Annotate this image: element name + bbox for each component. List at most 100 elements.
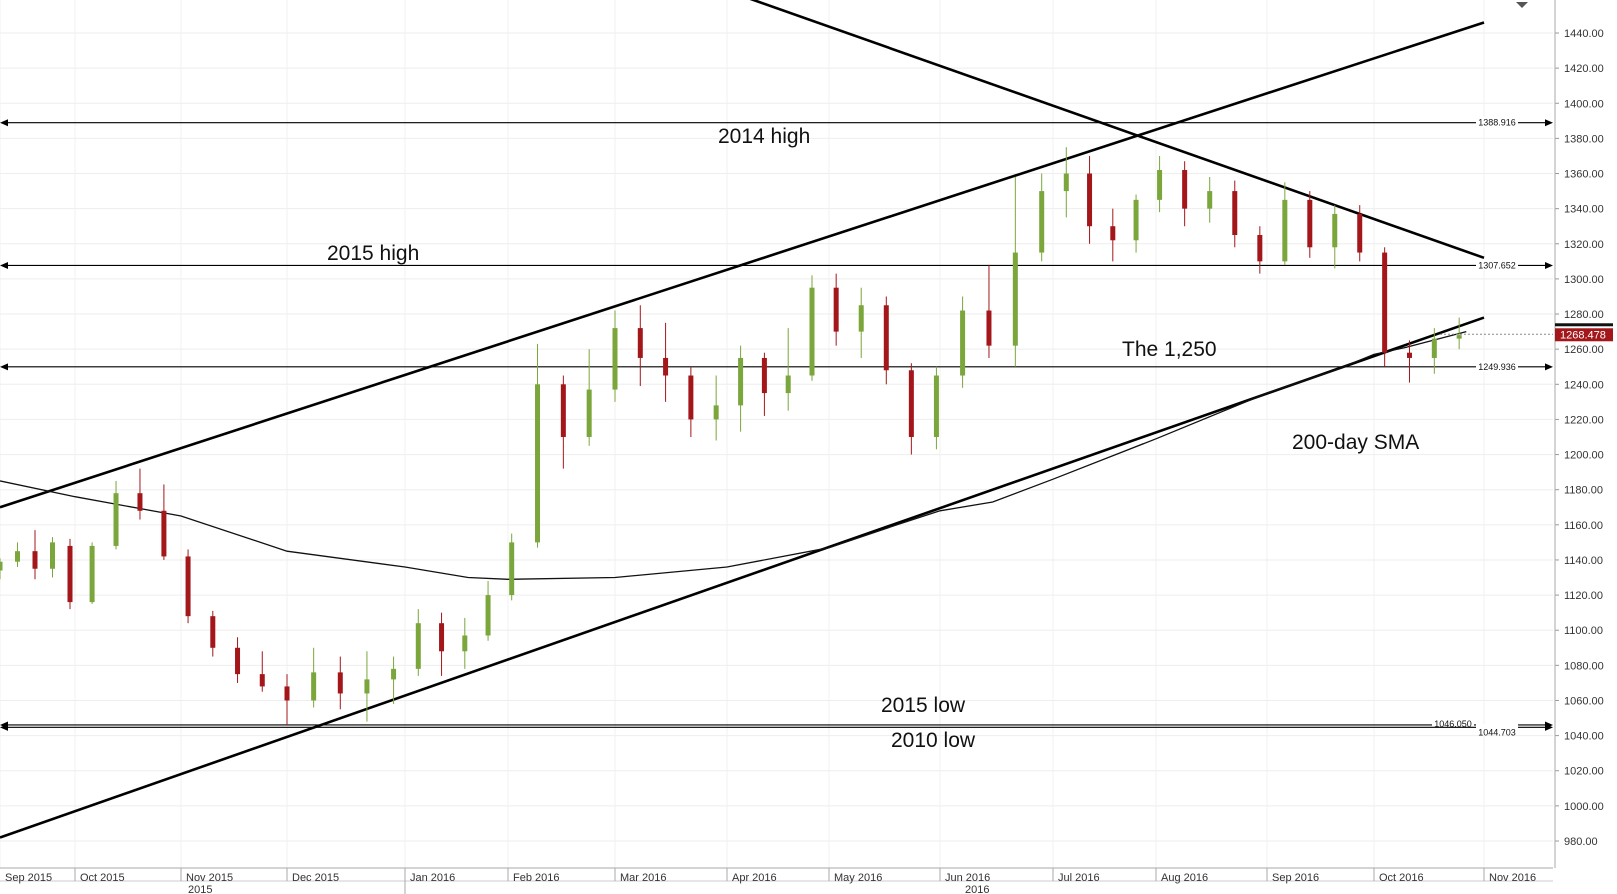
candle (32, 530, 38, 580)
candles (0, 147, 1462, 726)
candle (462, 617, 468, 669)
candle-body (1039, 191, 1045, 253)
candle (1133, 194, 1139, 253)
level-label-bg (1476, 723, 1518, 735)
candle-body (337, 672, 343, 694)
trendline (749, 0, 1485, 260)
candle-body (210, 616, 216, 648)
candle (89, 542, 95, 604)
x-tick-label: Nov 2015 (186, 872, 233, 884)
candle (713, 375, 719, 441)
candle-body (509, 542, 515, 596)
candle-body (32, 551, 38, 569)
candle (364, 651, 370, 722)
y-tick-label: 1280.00 (1564, 309, 1604, 321)
y-tick-label: 1040.00 (1564, 731, 1604, 743)
candle-body (485, 595, 491, 636)
candle (933, 366, 939, 450)
candle (1207, 177, 1213, 223)
candle (883, 296, 889, 385)
candle (833, 273, 839, 346)
candle-body (761, 357, 767, 394)
candle-body (1110, 226, 1116, 241)
candle (535, 343, 541, 548)
candle (259, 651, 265, 692)
y-tick-label: 1400.00 (1564, 98, 1604, 110)
annotation-label: 2014 high (718, 125, 810, 148)
trendline (0, 21, 1485, 509)
level-label: 1046.050 (1434, 719, 1472, 729)
trendline (0, 316, 1485, 839)
candle-body (1257, 235, 1263, 262)
candle-body (1087, 173, 1093, 227)
candle-body (113, 493, 119, 546)
candle-body (960, 310, 966, 376)
x-tick-label: Dec 2015 (292, 872, 339, 884)
candle (67, 538, 73, 610)
x-tick-label: Apr 2016 (732, 872, 777, 884)
level-arrow-left-icon (0, 363, 8, 371)
annotation-label: 2015 high (327, 242, 419, 265)
x-tick-label: Jan 2016 (410, 872, 455, 884)
x-tick-label: Aug 2016 (1161, 872, 1208, 884)
candle (113, 480, 119, 550)
candle (210, 610, 216, 657)
candle (1182, 161, 1188, 227)
annotation-label: 2015 low (881, 694, 966, 717)
x-tick-label: May 2016 (834, 872, 882, 884)
y-tick-label: 1300.00 (1564, 274, 1604, 286)
candle (1357, 205, 1363, 262)
candle-body (663, 357, 669, 376)
candle-body (185, 556, 191, 617)
sma-200-series (0, 330, 1467, 580)
candle-body (535, 384, 541, 543)
candle-body (1133, 199, 1139, 241)
y-tick-label: 1180.00 (1564, 485, 1603, 497)
candle (1232, 180, 1238, 248)
candle (337, 656, 343, 710)
candle-body (1282, 199, 1288, 262)
candle (15, 542, 20, 567)
candle-body (586, 389, 592, 437)
candle-body (1332, 213, 1338, 248)
candle-body (161, 510, 167, 557)
candle-body (462, 635, 468, 652)
sma-200-line (0, 330, 1467, 580)
level-label: 1307.652 (1478, 260, 1516, 270)
candle-body (1357, 213, 1363, 253)
candle-body (637, 328, 643, 358)
annotation-label: The 1,250 (1122, 338, 1217, 361)
candle-body (688, 375, 694, 420)
y-tick-label: 1320.00 (1564, 239, 1604, 251)
candle (1307, 191, 1313, 258)
candle (738, 345, 744, 432)
candle-body (67, 545, 73, 603)
candle (586, 349, 592, 446)
candle (1012, 177, 1018, 367)
collapse-arrow-icon (1516, 2, 1528, 8)
level-arrow-left-icon (0, 119, 8, 127)
candle-body (833, 287, 839, 332)
candle (1282, 182, 1288, 265)
candle-body (137, 493, 143, 511)
x-tick-label: Jul 2016 (1058, 872, 1100, 884)
y-tick-label: 1240.00 (1564, 379, 1604, 391)
candle (137, 468, 143, 520)
candle-body (284, 686, 290, 701)
y-tick-label: 1120.00 (1564, 590, 1603, 602)
candle (761, 352, 767, 416)
y-tick-label: 1440.00 (1564, 28, 1604, 40)
candle (560, 375, 566, 469)
candle (1332, 205, 1338, 269)
candle (986, 264, 992, 358)
candle (858, 287, 864, 358)
candle (50, 537, 55, 578)
candle (688, 366, 694, 437)
candle-body (311, 672, 317, 701)
candle (0, 558, 3, 580)
x-year-label: 2016 (965, 884, 989, 894)
x-tick-label: Mar 2016 (620, 872, 666, 884)
y-tick-label: 1420.00 (1564, 63, 1604, 75)
